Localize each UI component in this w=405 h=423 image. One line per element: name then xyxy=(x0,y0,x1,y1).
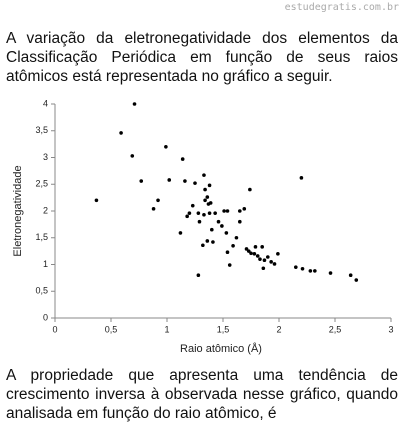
point xyxy=(261,266,266,271)
watermark: estudegratis.com.br xyxy=(284,2,399,13)
point xyxy=(202,212,206,217)
point xyxy=(234,235,239,240)
point xyxy=(156,198,160,203)
point xyxy=(300,266,305,271)
point xyxy=(231,243,235,248)
y-tick-label: 2 xyxy=(43,205,48,215)
point xyxy=(197,219,202,224)
point xyxy=(180,157,185,161)
point xyxy=(190,203,195,208)
point xyxy=(262,258,267,263)
y-tick-label: 1,5 xyxy=(35,232,48,242)
point xyxy=(164,145,168,149)
y-tick-label: 1 xyxy=(43,259,48,269)
point xyxy=(266,255,270,259)
point xyxy=(185,214,189,219)
y-tick-label: 0 xyxy=(43,312,48,322)
x-axis-label: Raio atômico (Å) xyxy=(180,342,262,355)
intro-text: A variação da eletronegatividade dos ele… xyxy=(6,30,398,85)
point xyxy=(225,250,230,254)
point xyxy=(220,224,224,228)
point xyxy=(246,249,251,253)
point xyxy=(139,179,144,183)
point xyxy=(225,209,230,213)
point xyxy=(313,269,317,273)
x-tick-label: 0,5 xyxy=(105,324,118,334)
point xyxy=(255,254,260,258)
point xyxy=(224,231,229,235)
point xyxy=(348,273,353,277)
point xyxy=(258,257,262,261)
point xyxy=(213,211,217,215)
x-tick-label: 3 xyxy=(388,324,393,334)
point xyxy=(187,211,192,215)
x-tick-label: 0 xyxy=(52,324,57,334)
point xyxy=(253,245,258,249)
point xyxy=(193,181,197,185)
point xyxy=(203,187,207,192)
point xyxy=(248,187,252,192)
point xyxy=(119,131,123,135)
point xyxy=(222,209,226,213)
y-tick-label: 3,5 xyxy=(35,125,48,135)
x-tick-label: 1,5 xyxy=(217,324,230,334)
point xyxy=(151,207,156,211)
point xyxy=(252,252,257,256)
y-tick-label: 2,5 xyxy=(35,179,48,189)
point xyxy=(207,211,212,215)
point xyxy=(260,245,265,249)
y-tick-label: 4 xyxy=(43,98,48,108)
y-axis-label: Eletronegatividade xyxy=(12,165,24,256)
chart: 0 0,5 1 1,5 2 2,5 3 3,5 4 0 0,5 1 1,5 2 2,5 3 Raio atômi… xyxy=(12,98,394,355)
point xyxy=(328,271,333,275)
x-tick-label: 2,5 xyxy=(329,324,342,334)
point xyxy=(227,263,232,267)
point xyxy=(249,251,253,256)
point xyxy=(238,219,242,224)
point xyxy=(308,269,313,273)
point xyxy=(276,252,280,256)
point xyxy=(201,243,205,248)
point xyxy=(132,102,137,106)
point xyxy=(244,247,249,251)
point xyxy=(272,262,277,266)
y-tick-label: 3 xyxy=(43,152,48,162)
point xyxy=(183,179,187,183)
x-tick-label: 2 xyxy=(276,324,281,334)
point xyxy=(269,260,273,264)
point xyxy=(167,178,172,182)
question-text: A propriedade que apresenta uma tendênci… xyxy=(6,367,398,422)
x-tick-label: 1 xyxy=(164,324,169,334)
point xyxy=(354,278,359,282)
point xyxy=(299,176,304,180)
point xyxy=(207,183,212,188)
point xyxy=(94,198,99,203)
point xyxy=(211,240,215,244)
point xyxy=(216,219,221,224)
point xyxy=(210,227,214,232)
point xyxy=(196,211,201,215)
point xyxy=(202,173,206,177)
point xyxy=(208,201,213,205)
point xyxy=(242,207,247,211)
point xyxy=(203,198,207,203)
point xyxy=(294,265,298,269)
point xyxy=(196,273,201,277)
point xyxy=(178,231,183,235)
point xyxy=(238,209,242,213)
point xyxy=(205,239,210,243)
point xyxy=(130,154,135,158)
y-tick-label: 0,5 xyxy=(35,286,48,296)
point xyxy=(205,195,210,199)
